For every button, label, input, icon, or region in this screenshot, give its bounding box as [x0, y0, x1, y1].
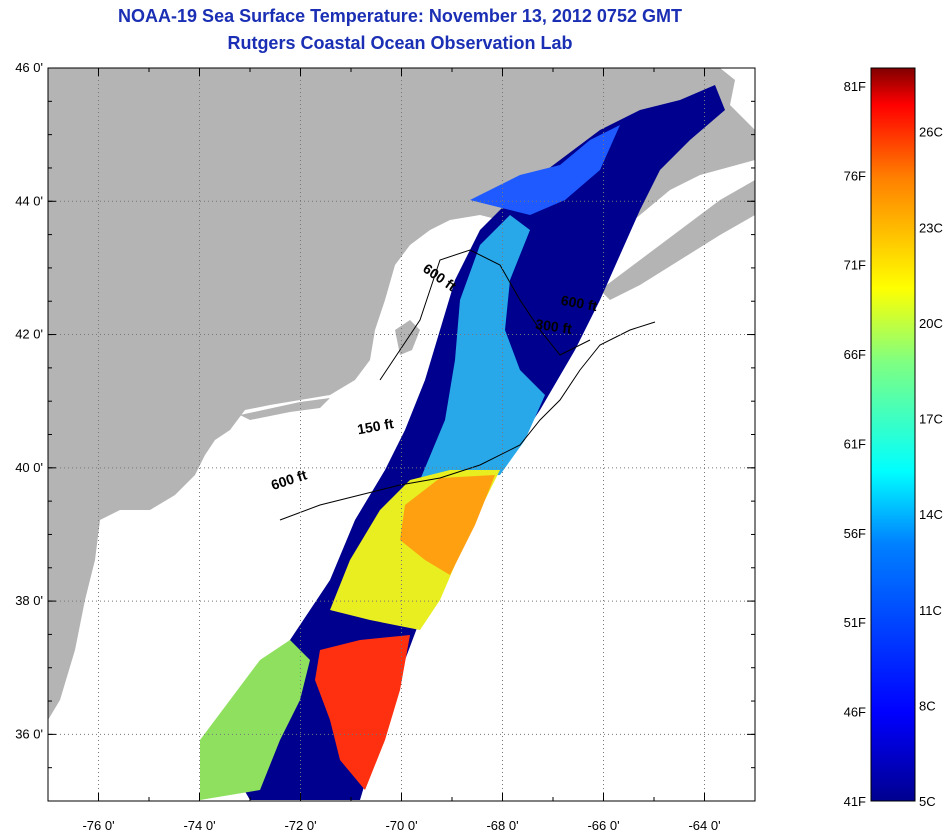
- contour-line: [279, 321, 656, 521]
- map-subtitle: Rutgers Coastal Ocean Observation Lab: [227, 33, 573, 53]
- sst-swath-orange: [400, 475, 495, 575]
- nova-scotia: [600, 180, 755, 300]
- lon-tick-label: -74 0': [183, 818, 215, 833]
- colorbar-c-label: 8C: [919, 698, 936, 713]
- lon-tick-label: -68 0': [486, 818, 518, 833]
- lat-tick-label: 42 0': [15, 327, 43, 342]
- lat-tick-label: 44 0': [15, 193, 43, 208]
- map-ticks: -76 0' -74 0' -72 0' -70 0' -68 0' -66 0' -64 …: [15, 60, 756, 833]
- lat-tick-label: 36 0': [15, 726, 43, 741]
- colorbar-c-label: 23C: [919, 220, 943, 235]
- contour-label: 300 ft: [534, 316, 573, 337]
- colorbar-f-label: 76F: [844, 168, 866, 183]
- lat-tick-label: 40 0': [15, 460, 43, 475]
- colorbar-f-label: 41F: [844, 794, 866, 809]
- sst-swath-cyan: [420, 215, 545, 480]
- colorbar-c-label: 5C: [919, 794, 936, 809]
- colorbar-f-label: 61F: [844, 436, 866, 451]
- lon-tick-label: -76 0': [82, 818, 114, 833]
- contour-label: 600 ft: [560, 292, 599, 314]
- lat-tick-label: 38 0': [15, 593, 43, 608]
- colorbar-c-label: 11C: [919, 603, 942, 618]
- colorbar-f-label: 51F: [844, 615, 866, 630]
- lon-tick-label: -66 0': [587, 818, 619, 833]
- colorbar-c-label: 20C: [919, 316, 943, 331]
- sst-swath-red: [315, 635, 410, 790]
- contour-label: 150 ft: [356, 415, 395, 437]
- sst-swath-north-blue: [470, 125, 620, 215]
- colorbar-c-label: 17C: [919, 412, 943, 427]
- long-island: [240, 398, 330, 420]
- colorbar-f-label: 81F: [844, 79, 866, 94]
- colorbar-f-label: 71F: [844, 258, 866, 273]
- colorbar-f-label: 46F: [844, 705, 866, 720]
- lon-tick-label: -70 0': [385, 818, 417, 833]
- colorbar-f-label: 66F: [844, 347, 866, 362]
- colorbar-c-label: 14C: [919, 507, 943, 522]
- sst-swath-coastal: [200, 640, 310, 800]
- colorbar-f-label: 56F: [844, 526, 866, 541]
- colorbar-labels: 81F 76F 71F 66F 61F 56F 51F 46F 41F 26C 23C 20C 17C 1…: [844, 79, 943, 809]
- lat-tick-label: 46 0': [15, 60, 43, 75]
- lon-tick-label: -64 0': [688, 818, 720, 833]
- colorbar: [870, 67, 916, 802]
- lon-tick-label: -72 0': [284, 818, 316, 833]
- map-title: NOAA-19 Sea Surface Temperature: Novembe…: [118, 6, 682, 26]
- colorbar-c-label: 26C: [919, 125, 943, 140]
- contour-line: [379, 249, 591, 381]
